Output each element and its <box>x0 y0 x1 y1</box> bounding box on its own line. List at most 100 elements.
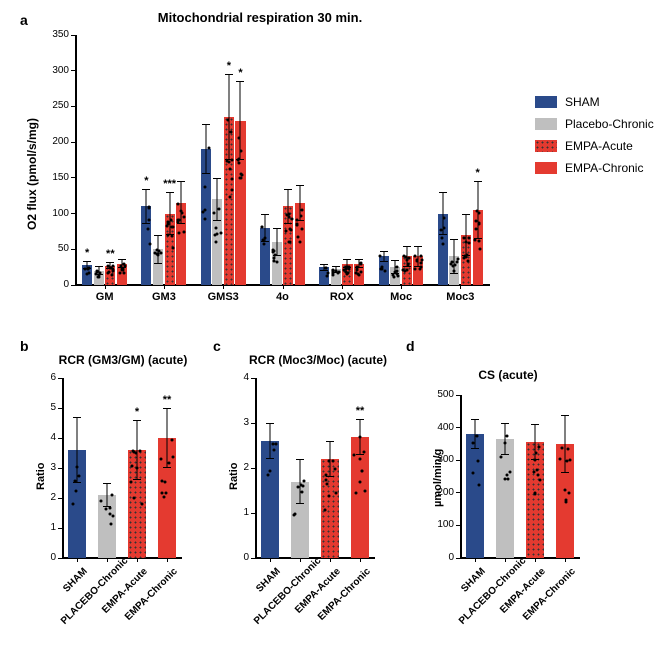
data-point <box>177 220 180 223</box>
x-tick-label: GMS3 <box>194 291 253 303</box>
y-tick-label: 50 <box>37 243 69 254</box>
bar-placebo <box>98 495 117 558</box>
data-point <box>171 234 174 237</box>
data-point <box>358 480 361 483</box>
y-tick-label: 100 <box>422 519 454 530</box>
y-tick-label: 200 <box>37 136 69 147</box>
data-point <box>78 475 81 478</box>
data-point <box>130 464 133 467</box>
data-point <box>273 256 276 259</box>
legend-label: SHAM <box>565 95 600 109</box>
data-point <box>183 230 186 233</box>
data-point <box>406 262 409 265</box>
x-tick-label: EMPA-Chronic <box>517 566 578 627</box>
y-tick-label: 3 <box>217 417 249 428</box>
data-point <box>95 271 98 274</box>
data-point <box>237 162 240 165</box>
data-point <box>122 268 125 271</box>
data-point <box>363 450 366 453</box>
y-tick-label: 350 <box>37 29 69 40</box>
panel-d-label: d <box>406 338 415 354</box>
data-point <box>414 267 417 270</box>
data-point <box>355 491 358 494</box>
data-point <box>212 212 215 215</box>
data-point <box>135 466 138 469</box>
data-point <box>160 491 163 494</box>
data-point <box>419 255 422 258</box>
data-point <box>159 251 162 254</box>
data-point <box>384 269 387 272</box>
legend-label: EMPA-Chronic <box>565 161 643 175</box>
panel-b-chart: 0123456SHAMPLACEBO-ChronicEMPA-AcuteEMPA… <box>62 378 182 558</box>
data-point <box>534 459 537 462</box>
data-point <box>392 275 395 278</box>
x-tick-label: 4o <box>253 291 312 303</box>
data-point <box>475 228 478 231</box>
data-point <box>171 456 174 459</box>
data-point <box>332 271 335 274</box>
data-point <box>396 272 399 275</box>
data-point <box>360 470 363 473</box>
data-point <box>397 275 400 278</box>
data-point <box>290 218 293 221</box>
data-point <box>112 268 115 271</box>
data-point <box>179 210 182 213</box>
data-point <box>228 168 231 171</box>
significance-marker: * <box>230 67 250 79</box>
significance-marker: * <box>468 167 488 179</box>
significance-marker: ** <box>348 405 372 417</box>
data-point <box>108 266 111 269</box>
y-tick-label: 6 <box>24 372 56 383</box>
y-tick-label: 0 <box>422 552 454 563</box>
data-point <box>452 269 455 272</box>
significance-marker: *** <box>160 178 180 190</box>
data-point <box>443 217 446 220</box>
data-point <box>132 450 135 453</box>
data-point <box>499 455 502 458</box>
data-point <box>273 448 276 451</box>
data-point <box>109 522 112 525</box>
y-tick-label: 250 <box>37 100 69 111</box>
data-point <box>288 227 291 230</box>
y-tick-label: 500 <box>422 389 454 400</box>
data-point <box>475 435 478 438</box>
data-point <box>479 248 482 251</box>
legend-swatch-chronic <box>535 162 557 174</box>
data-point <box>472 442 475 445</box>
bar-sham <box>261 441 280 558</box>
data-point <box>83 267 86 270</box>
data-point <box>230 131 233 134</box>
data-point <box>404 269 407 272</box>
data-point <box>565 499 568 502</box>
data-point <box>263 237 266 240</box>
x-tick-label: ROX <box>312 291 371 303</box>
data-point <box>568 459 571 462</box>
data-point <box>171 439 174 442</box>
data-point <box>123 263 126 266</box>
data-point <box>473 239 476 242</box>
data-point <box>229 195 232 198</box>
data-point <box>476 210 479 213</box>
data-point <box>156 253 159 256</box>
data-point <box>467 237 470 240</box>
data-point <box>326 272 329 275</box>
data-point <box>468 241 471 244</box>
data-point <box>118 271 121 274</box>
bar-sham <box>466 434 485 558</box>
data-point <box>535 452 538 455</box>
panel-a-label: a <box>20 12 28 28</box>
y-tick-label: 0 <box>37 279 69 290</box>
data-point <box>380 268 383 271</box>
data-point <box>453 263 456 266</box>
legend-item-placebo: Placebo-Chronic <box>535 117 654 131</box>
data-point <box>230 178 233 181</box>
data-point <box>109 513 112 516</box>
data-point <box>442 227 445 230</box>
data-point <box>476 460 479 463</box>
data-point <box>327 495 330 498</box>
data-point <box>507 478 510 481</box>
panel-d-title: CS (acute) <box>448 368 568 382</box>
x-tick-label: EMPA-Chronic <box>312 566 373 627</box>
data-point <box>323 508 326 511</box>
data-point <box>560 446 563 449</box>
